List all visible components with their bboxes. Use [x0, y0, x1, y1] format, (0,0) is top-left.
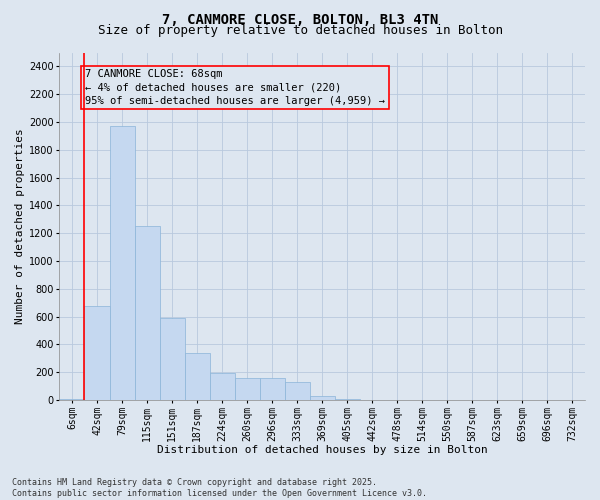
Bar — [235, 378, 260, 400]
Bar — [185, 353, 209, 400]
Bar — [209, 373, 235, 400]
Bar — [284, 382, 310, 400]
X-axis label: Distribution of detached houses by size in Bolton: Distribution of detached houses by size … — [157, 445, 488, 455]
Bar — [160, 318, 185, 400]
Text: 7, CANMORE CLOSE, BOLTON, BL3 4TN: 7, CANMORE CLOSE, BOLTON, BL3 4TN — [162, 12, 438, 26]
Bar — [310, 396, 335, 400]
Bar — [134, 226, 160, 400]
Bar — [59, 398, 85, 400]
Text: 7 CANMORE CLOSE: 68sqm
← 4% of detached houses are smaller (220)
95% of semi-det: 7 CANMORE CLOSE: 68sqm ← 4% of detached … — [85, 69, 385, 106]
Bar — [110, 126, 134, 400]
Text: Contains HM Land Registry data © Crown copyright and database right 2025.
Contai: Contains HM Land Registry data © Crown c… — [12, 478, 427, 498]
Y-axis label: Number of detached properties: Number of detached properties — [15, 128, 25, 324]
Bar — [260, 378, 284, 400]
Text: Size of property relative to detached houses in Bolton: Size of property relative to detached ho… — [97, 24, 503, 37]
Bar — [85, 306, 110, 400]
